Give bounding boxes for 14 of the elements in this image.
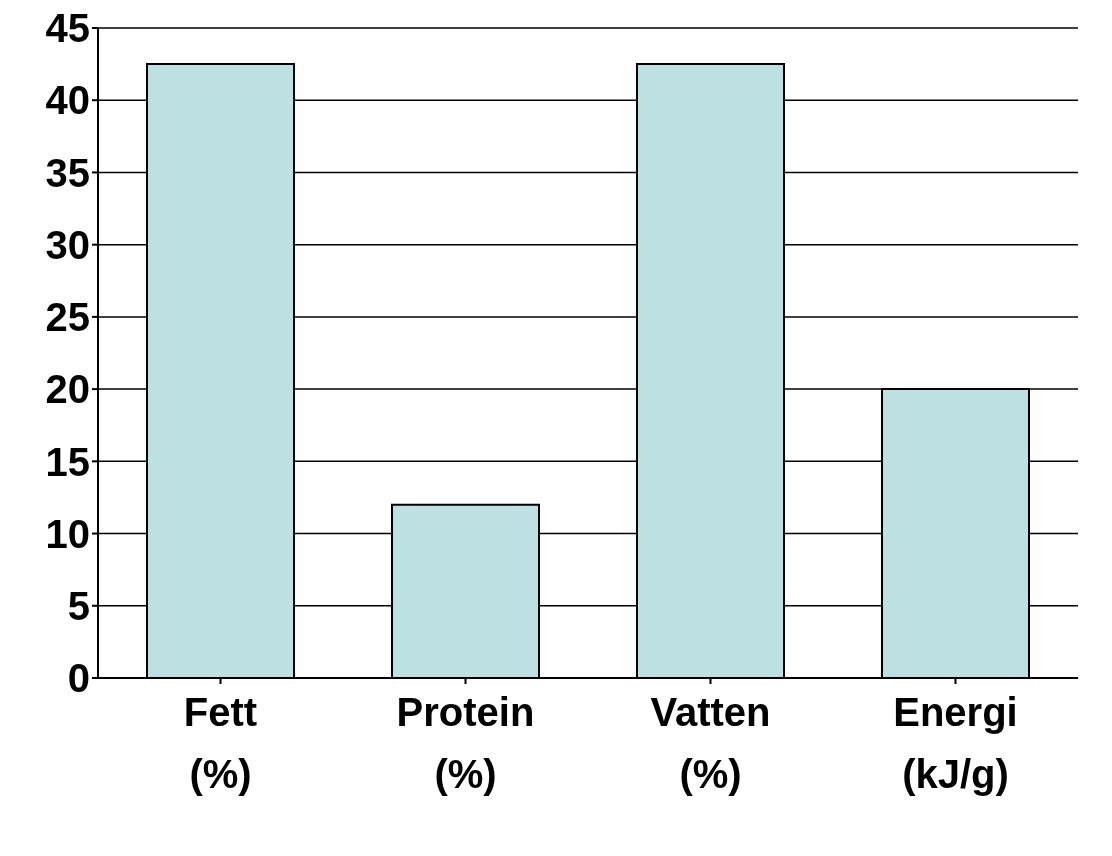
y-tick-label: 45 — [45, 6, 90, 51]
x-tick-label: Fett (%) — [183, 690, 258, 796]
y-tick-label: 20 — [45, 367, 90, 412]
y-tick-label: 5 — [67, 583, 90, 628]
y-tick-label: 40 — [45, 78, 90, 123]
x-tick-label: Protein (%) — [396, 690, 535, 796]
x-tick-label: Energi (kJ/g) — [893, 690, 1018, 796]
y-tick-label: 15 — [45, 439, 90, 484]
y-tick-label: 0 — [67, 656, 90, 701]
y-tick-label: 35 — [45, 150, 90, 195]
y-tick-label: 25 — [45, 295, 90, 340]
y-tick-label: 30 — [45, 222, 90, 267]
y-tick-label: 10 — [45, 511, 90, 556]
x-tick-label: Vatten (%) — [650, 690, 771, 796]
